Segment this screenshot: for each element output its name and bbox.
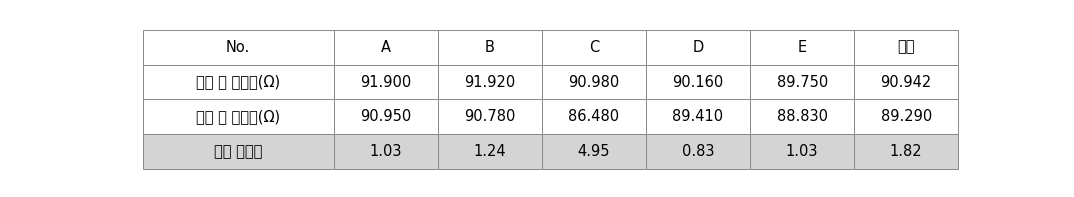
Text: 88.830: 88.830 [777,109,828,125]
Bar [438,99,542,134]
Text: 89.290: 89.290 [881,109,932,125]
Text: 89.750: 89.750 [777,74,828,90]
Text: 90.980: 90.980 [568,74,620,90]
Text: No.: No. [226,40,250,55]
Bar [334,65,438,99]
Text: 91.900: 91.900 [360,74,411,90]
Bar [542,30,645,65]
Text: 89.410: 89.410 [672,109,724,125]
Text: 86.480: 86.480 [568,109,620,125]
Text: E: E [798,40,807,55]
Bar [438,65,542,99]
Bar [143,134,334,169]
Text: 시험 후 저항값(Ω): 시험 후 저항값(Ω) [197,109,280,125]
Text: 90.160: 90.160 [672,74,724,90]
Text: 1.03: 1.03 [369,144,402,159]
Bar [750,30,854,65]
Text: D: D [693,40,703,55]
Bar [750,134,854,169]
Bar [645,99,750,134]
Bar [854,65,958,99]
Text: 90.780: 90.780 [464,109,516,125]
Text: B: B [484,40,495,55]
Bar [854,134,958,169]
Text: 평균: 평균 [898,40,915,55]
Bar [143,99,334,134]
Bar [645,30,750,65]
Text: 1.03: 1.03 [786,144,818,159]
Text: 1.24: 1.24 [474,144,506,159]
Text: 0.83: 0.83 [682,144,714,159]
Bar [542,65,645,99]
Bar [854,99,958,134]
Text: 90.942: 90.942 [881,74,932,90]
Bar [750,65,854,99]
Text: 4.95: 4.95 [578,144,610,159]
Bar [854,30,958,65]
Bar [542,134,645,169]
Text: C: C [589,40,599,55]
Bar [542,99,645,134]
Bar [143,30,334,65]
Text: 1.82: 1.82 [890,144,923,159]
Text: A: A [381,40,391,55]
Bar [143,65,334,99]
Text: 91.920: 91.920 [464,74,516,90]
Bar [438,134,542,169]
Bar [645,65,750,99]
Text: 90.950: 90.950 [360,109,411,125]
Bar [750,99,854,134]
Bar [334,134,438,169]
Text: 시험 전 저항값(Ω): 시험 전 저항값(Ω) [197,74,280,90]
Bar [334,99,438,134]
Bar [645,134,750,169]
Text: 저항 변화율: 저항 변화율 [214,144,262,159]
Bar [438,30,542,65]
Bar [334,30,438,65]
